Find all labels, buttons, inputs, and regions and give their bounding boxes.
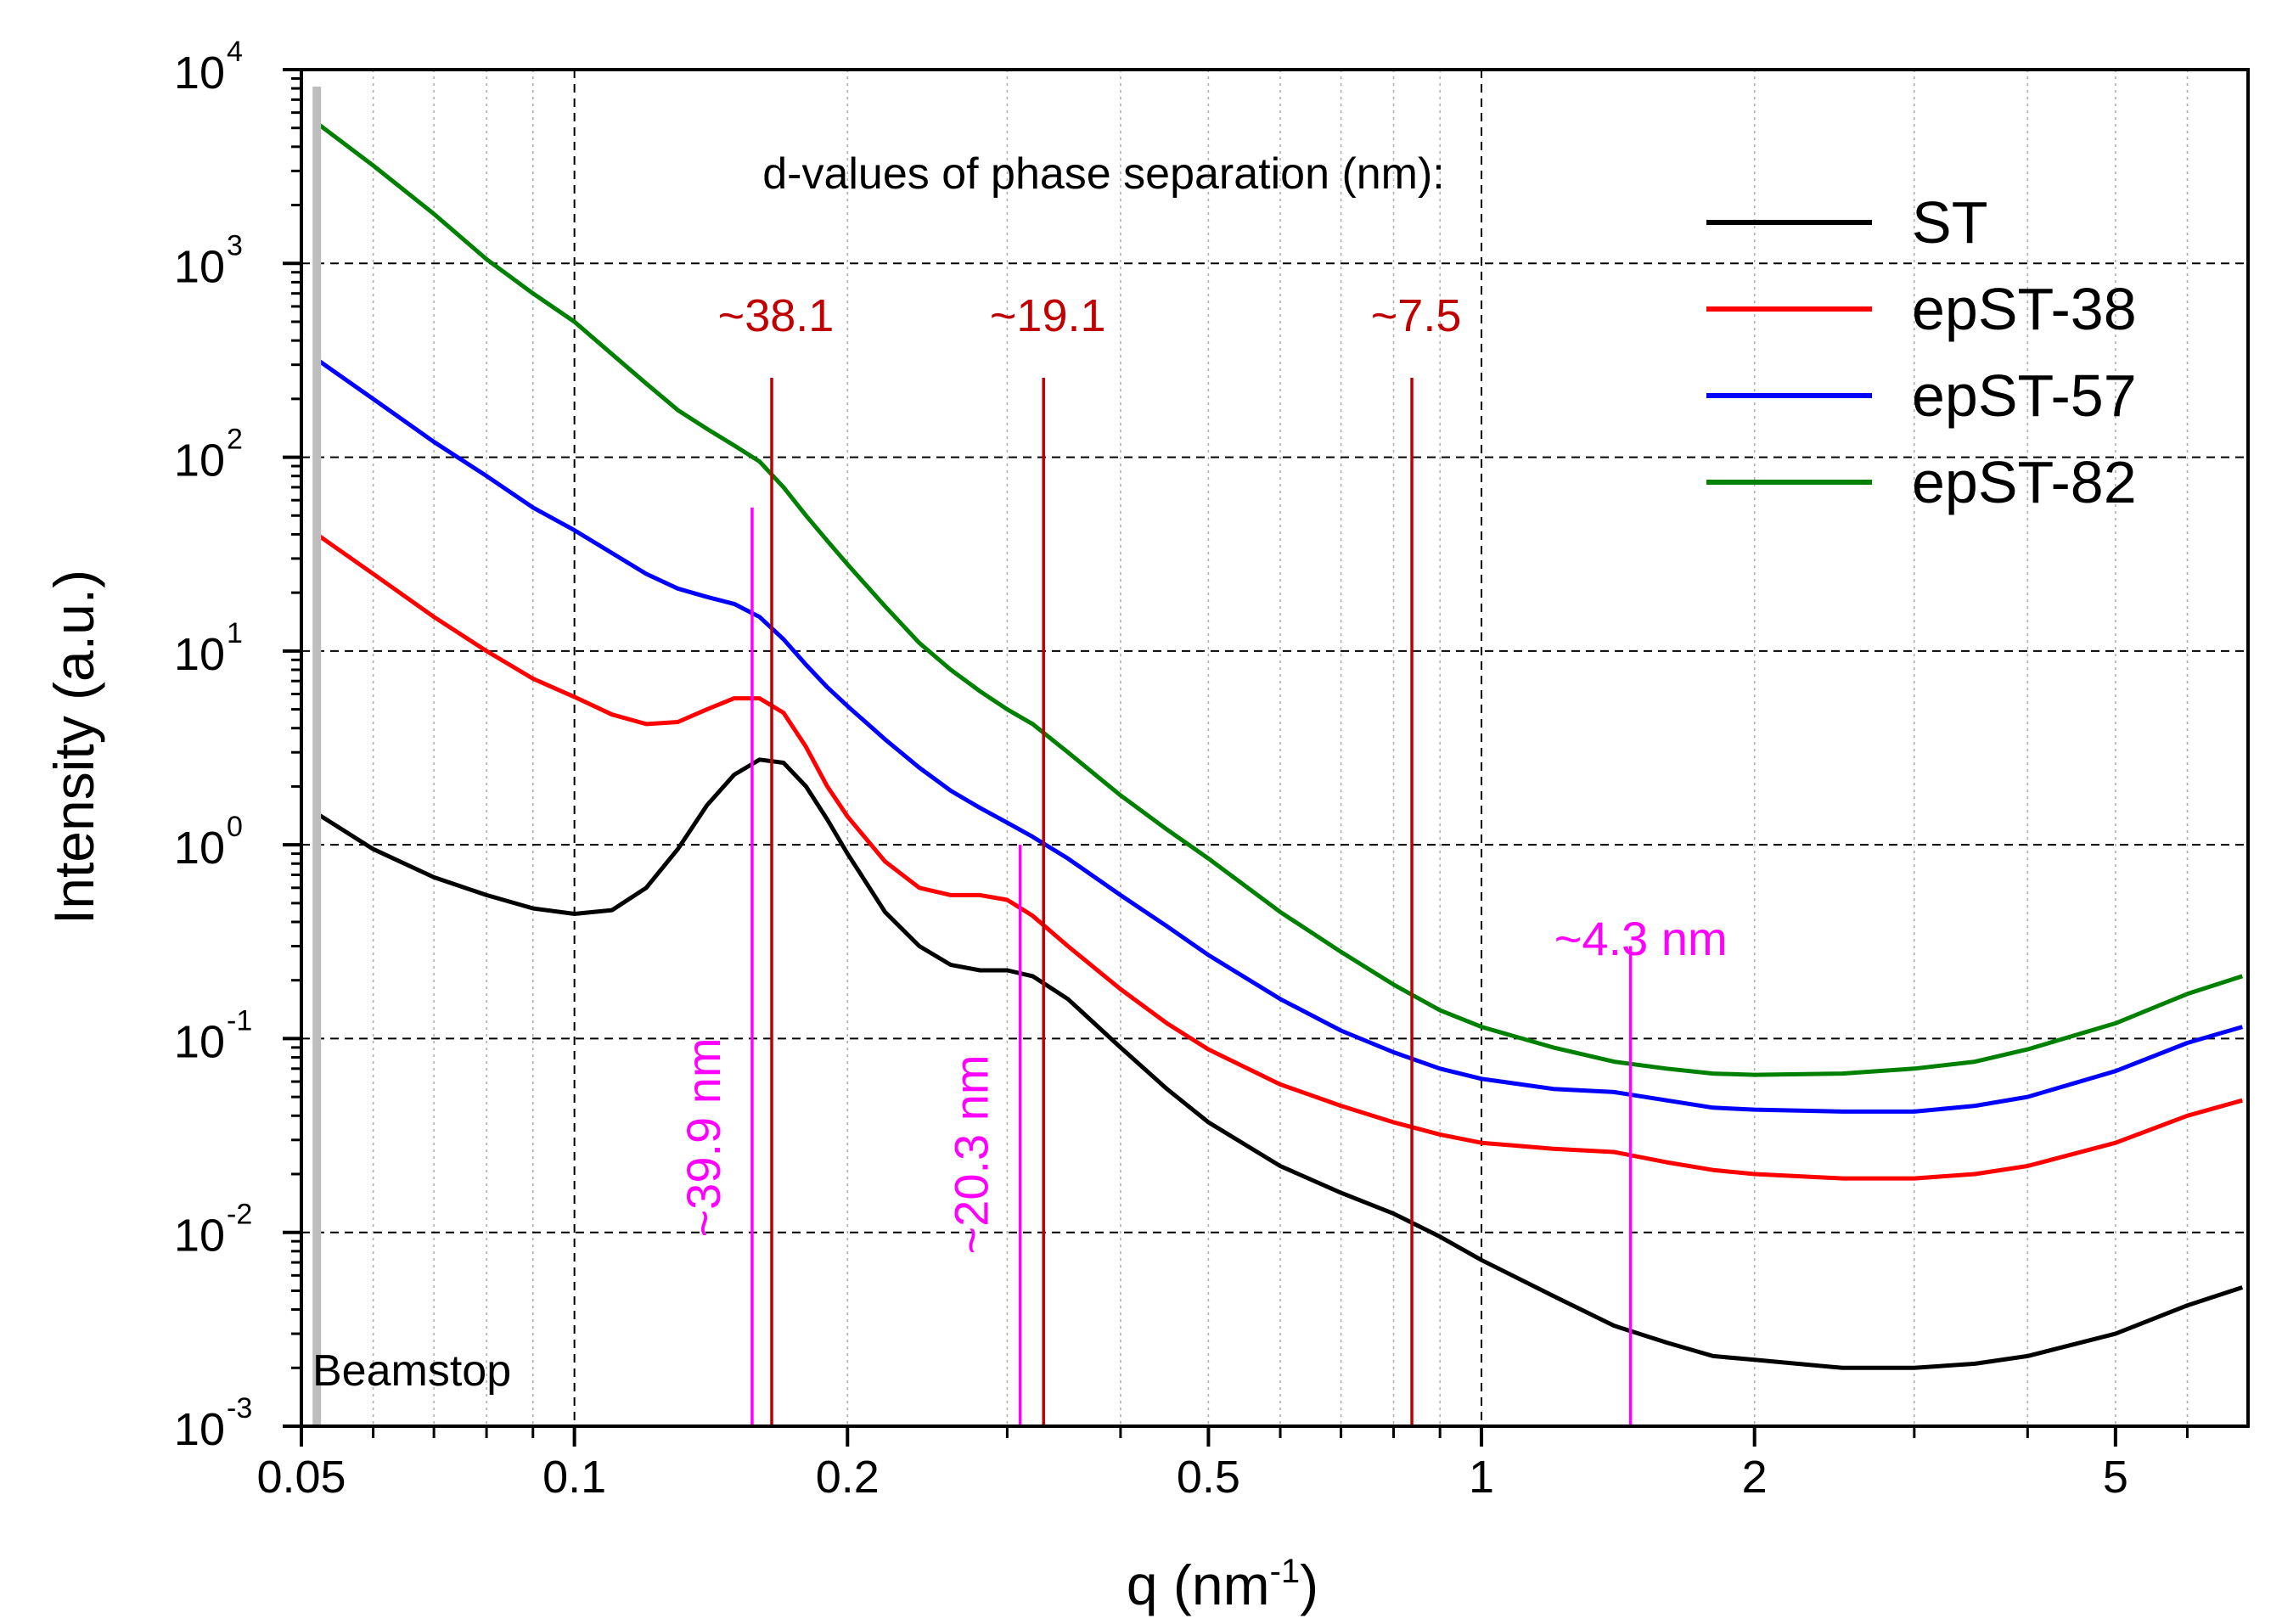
y-tick-label: 10 [174, 1404, 225, 1455]
series-line-ST [315, 757, 2244, 1370]
y-tick-exponent: 3 [227, 229, 243, 261]
x-tick-label: 0.2 [816, 1452, 880, 1503]
legend: ST epST-38 epST-57 epST-82 [1706, 189, 2137, 515]
y-tick-exponent: 1 [227, 617, 243, 649]
y-tick-label: 10 [174, 823, 225, 874]
y-tick-label: 10 [174, 1211, 225, 1262]
series-layer [315, 121, 2244, 1370]
legend-label: epST-57 [1912, 362, 2137, 429]
marker-label: ~4.3 nm [1554, 912, 1728, 965]
y-tick-exponent: -2 [227, 1199, 252, 1231]
x-axis-title: q (nm-1) [1127, 1553, 1318, 1616]
marker-label: ~39.9 nm [677, 1037, 730, 1237]
series-line-epST-38 [315, 532, 2243, 1181]
annotation-heading: d-values of phase separation (nm): [762, 149, 1445, 199]
x-axis-title-text: q (nm [1127, 1554, 1270, 1616]
x-tick-label: 0.5 [1177, 1452, 1240, 1503]
x-tick-label: 1 [1469, 1452, 1494, 1503]
series-line-epST-82 [315, 121, 2244, 1077]
d-value-label: ~19.1 [990, 290, 1106, 341]
y-tick-exponent: -3 [227, 1392, 252, 1425]
y-tick-label: 10 [174, 629, 225, 680]
x-axis-title-sup: -1 [1270, 1553, 1301, 1590]
d-value-label: ~7.5 [1371, 290, 1462, 341]
y-tick-exponent: 2 [227, 424, 243, 456]
legend-label: epST-38 [1912, 276, 2137, 342]
beamstop-bar [312, 87, 322, 1426]
d-value-label: ~38.1 [718, 290, 835, 341]
axes-layer: 0.05 0.1 0.2 0.5 1 2 510 410 310 210 110 010 -110 -21… [42, 36, 2250, 1616]
x-tick-label: 0.1 [542, 1452, 606, 1503]
x-tick-label: 2 [1742, 1452, 1768, 1503]
y-tick-exponent: 4 [227, 36, 243, 68]
annotation-layer: ~38.1 ~19.1 ~7.5 ~39.9 nm ~20.3 nm ~4.3 nm d-v… [312, 87, 1728, 1426]
y-tick-exponent: 0 [227, 811, 243, 843]
plot-frame [300, 68, 2250, 1428]
x-tick-label: 0.05 [256, 1452, 346, 1503]
major-grid [301, 70, 2248, 1426]
x-axis-title-end: ) [1300, 1554, 1318, 1616]
y-axis-title: Intensity (a.u.) [42, 570, 105, 924]
beamstop-label: Beamstop [312, 1346, 511, 1396]
x-tick-label: 5 [2103, 1452, 2128, 1503]
y-tick-label: 10 [174, 48, 225, 98]
legend-label: ST [1912, 189, 1987, 256]
y-tick-label: 10 [174, 436, 225, 486]
y-tick-label: 10 [174, 241, 225, 292]
series-line-epST-57 [315, 357, 2243, 1114]
y-tick-label: 10 [174, 1016, 225, 1067]
marker-label: ~20.3 nm [945, 1054, 998, 1254]
y-tick-exponent: -1 [227, 1004, 252, 1037]
legend-label: epST-82 [1912, 449, 2137, 515]
